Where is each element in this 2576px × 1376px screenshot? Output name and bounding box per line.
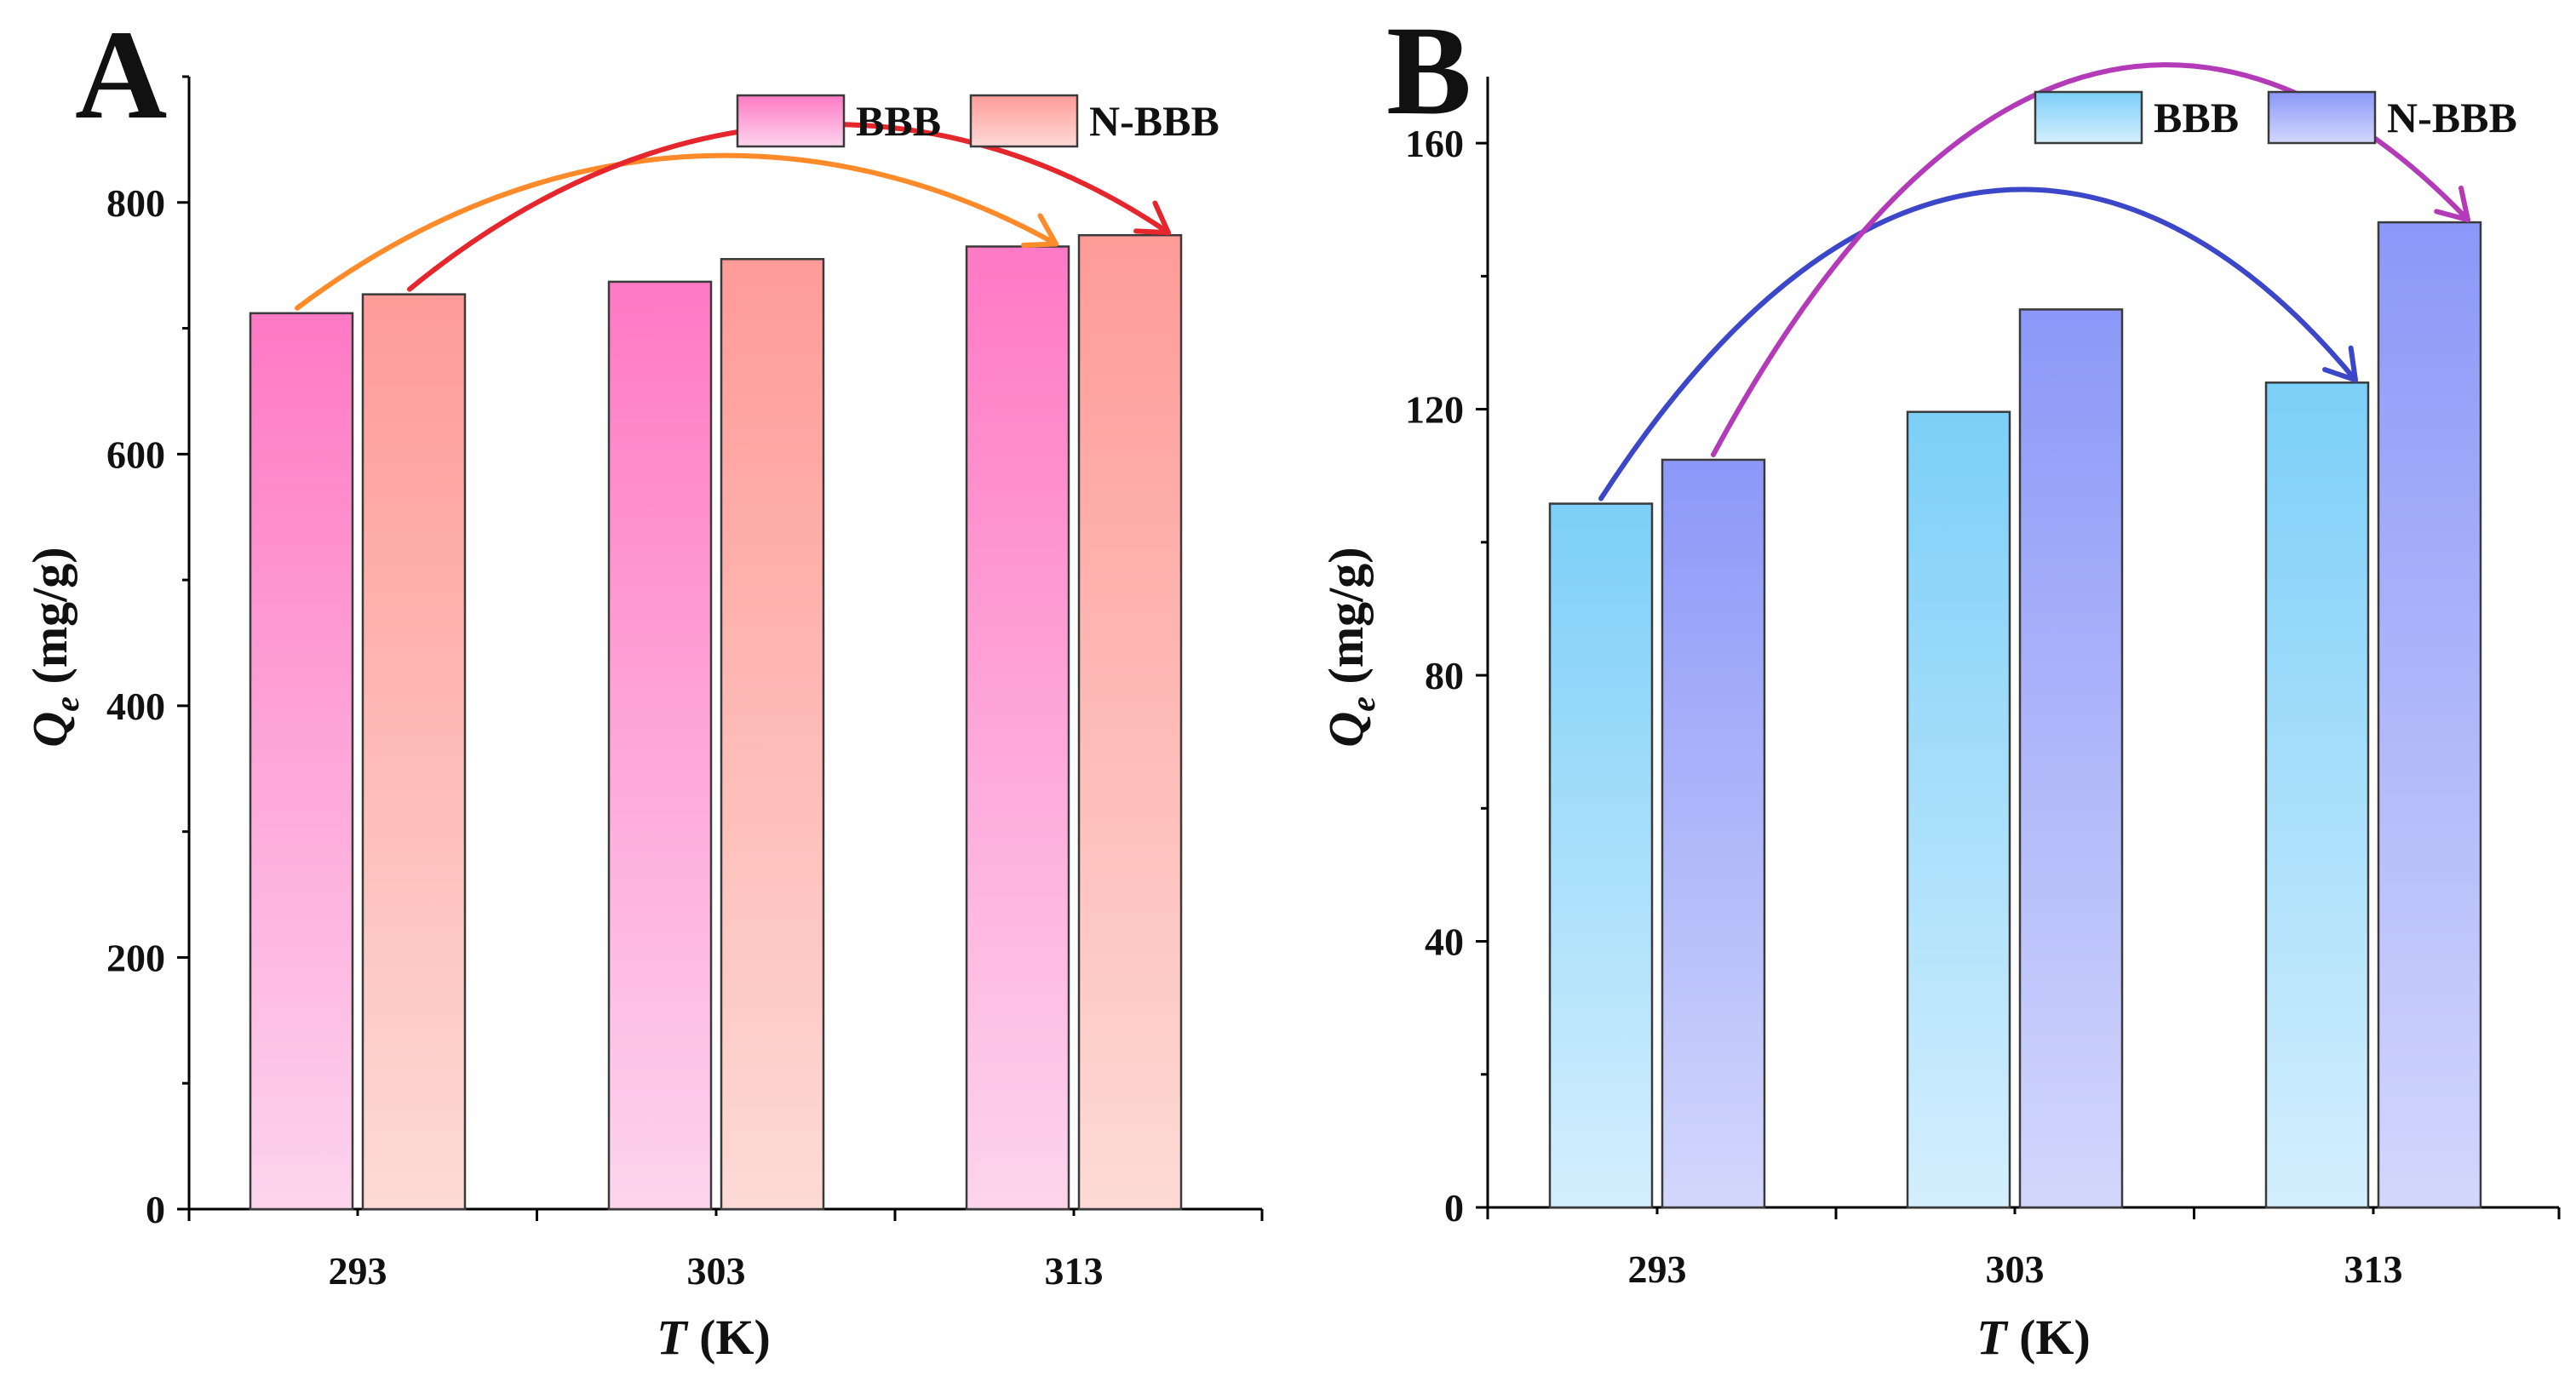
bar-bbb-313	[965, 245, 1070, 1211]
x-tick-label: 303	[1986, 1247, 2045, 1291]
legend-label-n-bbb: N-BBB	[2387, 94, 2517, 141]
panel-a-plot: 0 200 400 600 800 293 303 313 BBB N-BBB	[106, 75, 1264, 1293]
legend-swatch-bbb	[2034, 90, 2143, 145]
bar-bbb-303	[1906, 410, 2011, 1209]
panel-a-y-axis-title: Qe (mg/g)	[22, 547, 86, 747]
bar-n-bbb-303	[2018, 308, 2124, 1209]
panel-b: B 0 40 80 120 160 293 303 313 BBB N-BBB T (K) Qe …	[1318, 0, 2561, 1365]
arrowhead-n-bbb	[1133, 200, 1171, 236]
arrowhead-n-bbb	[2434, 185, 2470, 223]
arrowhead-bbb	[2322, 345, 2358, 383]
y-tick-label: 800	[106, 181, 165, 225]
y-tick-label: 80	[1425, 654, 1464, 697]
panel-b-x-axis-title: T (K)	[1976, 1310, 2091, 1365]
y-tick-label: 0	[1444, 1186, 1464, 1230]
y-tick-label: 600	[106, 433, 165, 476]
trend-arrow-bbb	[1598, 186, 2358, 502]
legend-label-bbb: BBB	[856, 97, 941, 145]
panel-b-label: B	[1386, 0, 1472, 141]
panel-b-y-axis-title: Qe (mg/g)	[1318, 547, 1382, 747]
bar-n-bbb-293	[361, 293, 467, 1211]
bar-n-bbb-313	[1077, 233, 1183, 1211]
bar-n-bbb-303	[720, 258, 825, 1211]
y-tick-label: 160	[1405, 122, 1464, 165]
y-tick-label: 120	[1405, 388, 1464, 432]
x-tick-label: 313	[2344, 1247, 2403, 1291]
panel-b-plot: 0 40 80 120 160 293 303 313 BBB N-BBB	[1405, 62, 2561, 1291]
bar-bbb-303	[607, 280, 713, 1211]
legend-swatch-n-bbb	[2267, 90, 2377, 145]
legend-swatch-n-bbb	[969, 94, 1079, 148]
y-tick-label: 400	[106, 685, 165, 728]
y-tick-label: 200	[106, 936, 165, 979]
bar-bbb-293	[249, 312, 354, 1211]
panel-a-x-axis-title: T (K)	[657, 1310, 771, 1365]
legend-label-n-bbb: N-BBB	[1089, 97, 1219, 145]
x-tick-label: 313	[1045, 1249, 1104, 1293]
legend-swatch-bbb	[736, 94, 846, 148]
trend-arrow-bbb	[295, 152, 1059, 311]
bar-n-bbb-293	[1661, 458, 1766, 1209]
x-tick-label: 293	[1628, 1247, 1687, 1291]
x-tick-label: 303	[687, 1249, 746, 1293]
legend-label-bbb: BBB	[2154, 94, 2239, 141]
panel-a: A 0 200 400 600 800 293 303 313 BBB N-BBB T (K) Q…	[22, 4, 1264, 1365]
bar-bbb-293	[1548, 502, 1654, 1209]
y-tick-label: 40	[1425, 920, 1464, 964]
bar-n-bbb-313	[2377, 221, 2482, 1209]
x-tick-label: 293	[329, 1249, 387, 1293]
bar-bbb-313	[2264, 381, 2370, 1209]
y-tick-label: 0	[146, 1188, 165, 1231]
panel-a-label: A	[75, 4, 167, 146]
arrowhead-bbb	[1021, 213, 1059, 248]
